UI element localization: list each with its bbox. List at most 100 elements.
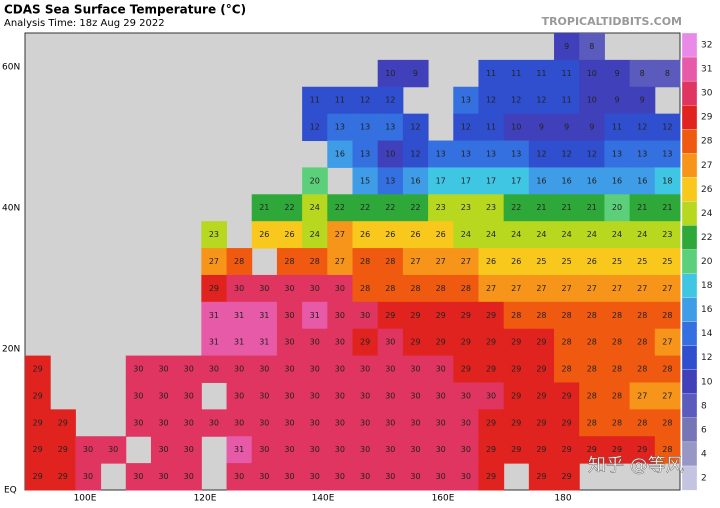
sst-value: 26 xyxy=(385,230,395,239)
sst-cell xyxy=(554,355,580,383)
sst-cell xyxy=(554,59,580,88)
sst-value: 29 xyxy=(562,418,572,427)
sst-value: 12 xyxy=(410,149,420,158)
sst-value: 28 xyxy=(587,311,597,320)
sst-value: 29 xyxy=(410,311,420,320)
sst-value: 24 xyxy=(486,230,496,239)
sst-cell xyxy=(503,248,530,276)
sst-value: 30 xyxy=(310,284,320,293)
sst-cell xyxy=(428,355,454,383)
sst-cell xyxy=(402,194,429,222)
sst-cell xyxy=(428,436,454,464)
sst-value: 13 xyxy=(436,149,446,158)
sst-cell xyxy=(579,382,605,410)
sst-value: 28 xyxy=(562,338,572,347)
colorbar-label: 14 xyxy=(701,329,713,339)
sst-value: 9 xyxy=(539,123,544,132)
sst-value: 28 xyxy=(461,284,471,293)
sst-cell xyxy=(251,382,278,410)
sst-cell xyxy=(478,140,505,168)
sst-value: 29 xyxy=(511,445,521,454)
sst-value: 16 xyxy=(587,176,597,185)
sst-cell xyxy=(402,113,429,142)
sst-value: 16 xyxy=(637,176,647,185)
sst-cell xyxy=(453,409,479,437)
colorbar-segment xyxy=(681,369,698,395)
sst-value: 30 xyxy=(133,391,143,400)
sst-value: 30 xyxy=(436,472,446,481)
sst-value: 24 xyxy=(637,230,647,239)
sst-value: 27 xyxy=(511,284,521,293)
colorbar-segment xyxy=(681,321,698,347)
sst-value: 13 xyxy=(360,149,370,158)
sst-cell xyxy=(276,194,303,222)
sst-value: 30 xyxy=(310,365,320,374)
sst-cell xyxy=(251,274,278,303)
sst-cell xyxy=(579,33,605,61)
sst-cell xyxy=(604,274,631,303)
sst-value: 30 xyxy=(209,365,219,374)
sst-value: 23 xyxy=(662,230,672,239)
sst-cell xyxy=(377,86,404,115)
sst-value: 30 xyxy=(184,472,194,481)
sst-value: 22 xyxy=(410,203,420,212)
sst-cell xyxy=(226,328,253,357)
sst-cell xyxy=(629,194,656,222)
sst-value: 29 xyxy=(511,338,521,347)
colorbar-label: 18 xyxy=(701,281,713,291)
sst-cell xyxy=(302,382,328,410)
sst-cell xyxy=(377,382,404,410)
sst-cell xyxy=(604,86,631,115)
colorbar-label: 16 xyxy=(701,305,713,315)
sst-value: 12 xyxy=(360,96,370,105)
sst-value: 30 xyxy=(234,391,244,400)
sst-value: 28 xyxy=(562,365,572,374)
sst-cell xyxy=(402,140,429,168)
sst-value: 29 xyxy=(612,445,622,454)
sst-value: 28 xyxy=(612,391,622,400)
colorbar-label: 24 xyxy=(701,209,713,219)
sst-value: 29 xyxy=(511,391,521,400)
sst-cell xyxy=(402,301,429,330)
sst-cell xyxy=(453,436,479,464)
sst-cell xyxy=(176,409,202,437)
sst-cell xyxy=(604,301,631,330)
sst-cell xyxy=(453,301,479,330)
sst-value: 30 xyxy=(410,418,420,427)
sst-value: 30 xyxy=(461,445,471,454)
sst-cell xyxy=(478,328,505,357)
sst-value: 30 xyxy=(284,472,294,481)
sst-value: 28 xyxy=(612,338,622,347)
colorbar-segment xyxy=(681,297,698,323)
sst-cell xyxy=(125,382,152,410)
sst-value: 21 xyxy=(562,203,572,212)
sst-cell xyxy=(75,463,102,491)
sst-cell xyxy=(352,301,379,330)
sst-cell xyxy=(528,436,555,464)
sst-cell xyxy=(579,113,605,142)
sst-value: 28 xyxy=(385,284,395,293)
sst-value: 27 xyxy=(562,284,572,293)
sst-cell xyxy=(377,194,404,222)
sst-cell xyxy=(604,140,631,168)
sst-cell xyxy=(402,436,429,464)
sst-cell xyxy=(579,194,605,222)
sst-value: 30 xyxy=(310,391,320,400)
sst-value: 30 xyxy=(335,472,345,481)
colorbar-label: 8 xyxy=(701,401,707,411)
sst-value: 21 xyxy=(662,203,672,212)
sst-value: 29 xyxy=(209,284,219,293)
sst-value: 28 xyxy=(234,257,244,266)
sst-cell xyxy=(25,409,51,437)
sst-value: 30 xyxy=(158,472,168,481)
sst-value: 12 xyxy=(637,123,647,132)
lat-label: 60N xyxy=(2,63,20,73)
sst-cell xyxy=(654,59,681,88)
colorbar-label: 12 xyxy=(701,353,712,363)
sst-cell xyxy=(276,382,303,410)
sst-cell xyxy=(352,382,379,410)
sst-value: 31 xyxy=(310,311,320,320)
sst-cell xyxy=(453,140,479,168)
sst-cell xyxy=(125,409,152,437)
sst-cell xyxy=(276,248,303,276)
